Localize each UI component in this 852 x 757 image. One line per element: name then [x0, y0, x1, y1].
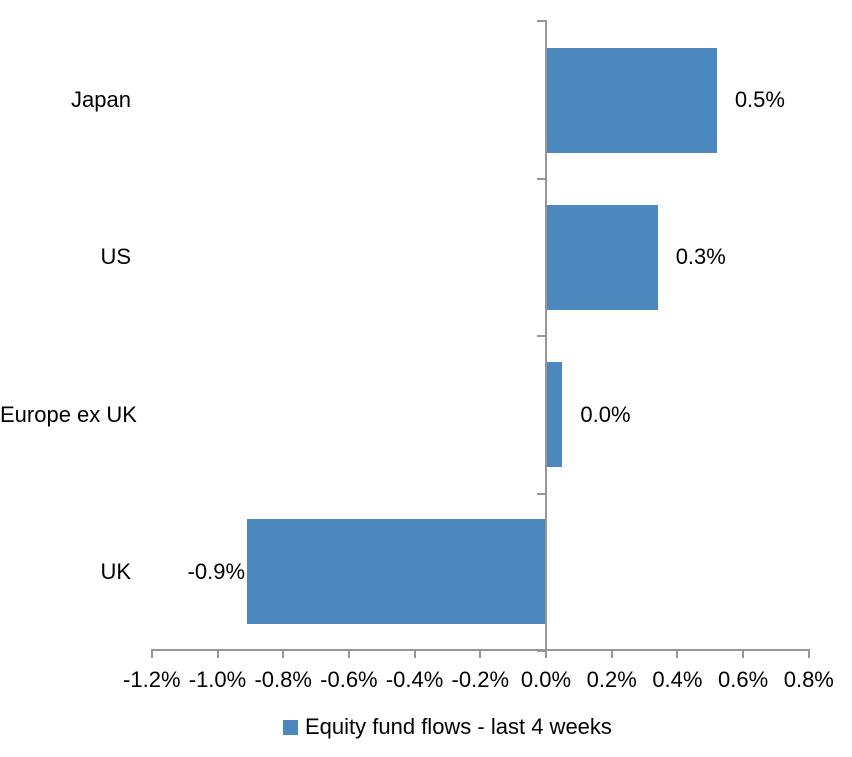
x-axis-tick [216, 649, 219, 658]
data-label: 0.3% [675, 244, 726, 270]
x-axis-tick [479, 649, 482, 658]
category-label: Japan [71, 87, 131, 112]
data-label: 0.0% [580, 401, 631, 427]
legend-label: Equity fund flows - last 4 weeks [305, 714, 612, 739]
y-axis-tick [537, 177, 545, 180]
x-tick-label: 0.2% [586, 667, 637, 692]
x-tick-label: -0.4% [385, 667, 444, 692]
bar [547, 362, 563, 467]
category-label: UK [100, 558, 131, 584]
x-axis-tick [347, 649, 350, 658]
y-axis-tick [537, 20, 545, 22]
x-axis-tick [742, 649, 745, 658]
x-axis-tick [282, 649, 285, 658]
y-axis-tick [537, 492, 545, 495]
x-axis-tick [610, 649, 613, 658]
data-label: 0.5% [734, 87, 785, 112]
x-tick-label: 0.4% [652, 667, 703, 692]
x-tick-label: -0.2% [451, 667, 510, 692]
x-tick-label: 0.8% [783, 667, 834, 692]
category-label: Europe ex UK [0, 401, 137, 427]
y-axis-tick [537, 650, 545, 652]
x-axis-tick [545, 649, 547, 658]
x-tick-label: -0.8% [254, 667, 312, 692]
x-tick-label: 0.6% [718, 667, 769, 692]
x-tick-label: -1.0% [188, 667, 247, 692]
bar [247, 519, 545, 625]
legend-swatch-icon [283, 719, 298, 735]
x-axis-tick [676, 649, 679, 658]
legend: Equity fund flows - last 4 weeks [283, 714, 612, 740]
y-axis-tick [537, 335, 545, 337]
y-axis-line [545, 20, 547, 657]
bar [547, 47, 717, 153]
x-axis-tick [150, 649, 153, 658]
x-tick-label: -1.2% [123, 667, 181, 692]
data-label: -0.9% [187, 558, 246, 584]
x-tick-label: -0.6% [320, 667, 378, 692]
x-axis-tick [807, 649, 810, 658]
bar [547, 204, 658, 310]
x-tick-label: 0.0% [520, 667, 572, 692]
x-axis-tick [413, 649, 416, 658]
category-label: US [100, 244, 131, 270]
